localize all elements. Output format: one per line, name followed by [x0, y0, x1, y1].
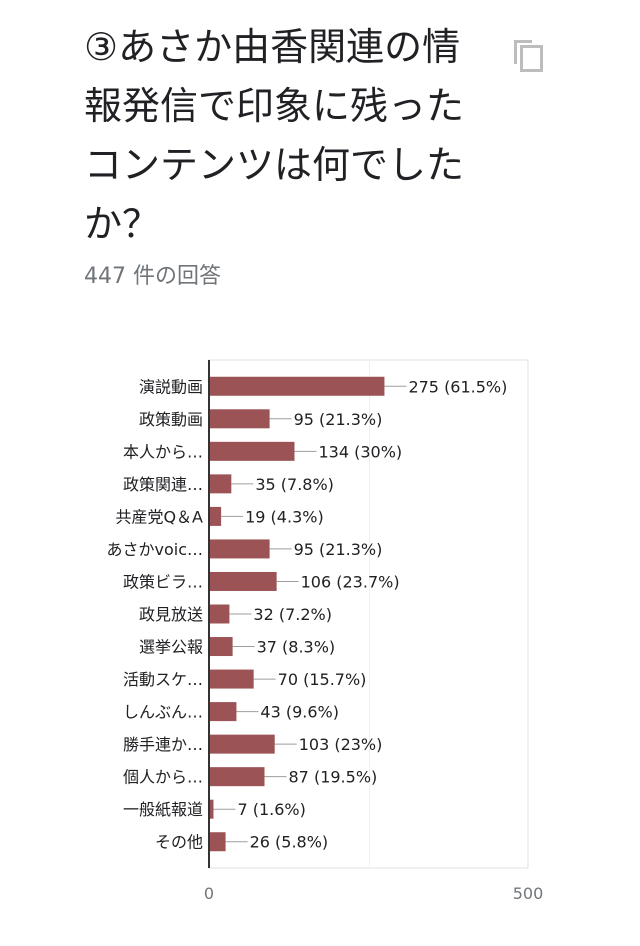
data-label: 19 (4.3%) — [245, 507, 324, 526]
category-label: 本人から… — [123, 442, 203, 461]
category-label: 共産党Q＆A — [115, 507, 203, 526]
bar — [209, 604, 230, 624]
data-label: 87 (19.5%) — [289, 768, 378, 787]
x-tick-label: 500 — [513, 884, 544, 903]
bar — [209, 539, 270, 559]
data-label: 26 (5.8%) — [250, 833, 329, 852]
bar — [209, 474, 232, 494]
bar-chart: 演説動画 275 (61.5%) 政策動画 95 (21.3%) 本人から… 134 (3… — [106, 359, 544, 903]
category-label: 政見放送 — [139, 605, 203, 624]
bar — [209, 409, 270, 429]
bar — [209, 669, 254, 689]
data-label: 35 (7.8%) — [255, 475, 334, 494]
data-label: 7 (1.6%) — [237, 800, 305, 819]
category-label: その他 — [155, 833, 203, 852]
bar — [209, 376, 385, 396]
category-label: 演説動画 — [139, 377, 203, 396]
bar — [209, 506, 222, 526]
category-label: 政策動画 — [139, 410, 203, 429]
bar — [209, 832, 226, 852]
category-label: 活動スケ… — [123, 670, 203, 689]
copy-icon — [514, 40, 543, 72]
category-label: しんぶん… — [123, 703, 203, 722]
bar — [209, 702, 237, 722]
response-count: 447 件の回答 — [84, 264, 221, 289]
category-label: 個人から… — [123, 768, 203, 787]
x-tick-label: 0 — [204, 884, 214, 903]
data-label: 275 (61.5%) — [408, 377, 507, 396]
data-label: 95 (21.3%) — [294, 410, 383, 429]
category-label: 一般紙報道 — [123, 800, 203, 819]
category-label: あさかvoic… — [106, 540, 203, 559]
data-label: 37 (8.3%) — [257, 638, 336, 657]
copy-chart-button[interactable] — [508, 32, 548, 76]
category-label: 勝手連か… — [123, 735, 203, 754]
data-label: 43 (9.6%) — [260, 703, 339, 722]
bar — [209, 734, 275, 754]
category-label: 政策ビラ… — [123, 572, 203, 591]
bar — [209, 441, 295, 461]
data-label: 32 (7.2%) — [253, 605, 332, 624]
data-label: 95 (21.3%) — [294, 540, 383, 559]
question-title: ③あさか由香関連の情報発信で印象に残ったコンテンツは何でしたか？ — [84, 25, 465, 246]
data-label: 70 (15.7%) — [278, 670, 367, 689]
data-label: 134 (30%) — [318, 442, 402, 461]
bar — [209, 767, 265, 787]
bar — [209, 637, 233, 657]
bar — [209, 571, 277, 591]
data-label: 106 (23.7%) — [301, 572, 400, 591]
bar — [209, 799, 214, 819]
data-label: 103 (23%) — [299, 735, 383, 754]
category-label: 選挙公報 — [139, 638, 203, 657]
category-label: 政策関連… — [123, 475, 203, 494]
